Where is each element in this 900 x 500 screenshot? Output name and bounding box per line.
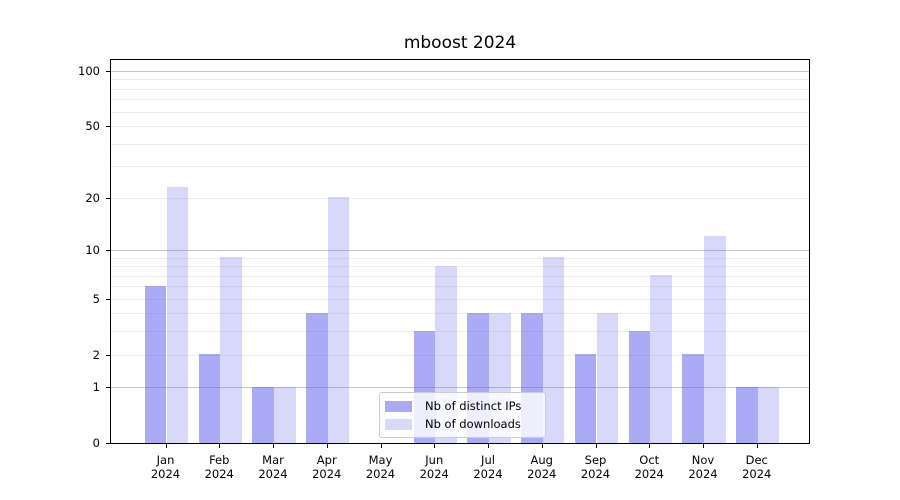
x-tick-label-sep: Sep 2024 [580,453,611,481]
gridline-minor [111,166,809,168]
gridline-major [111,387,809,389]
x-tick-mark [219,444,221,448]
y-tick-label-2: 2 [92,347,100,362]
gridline-minor [111,143,809,145]
gridline-minor [111,111,809,113]
bar-distinct-ips-mar [252,387,274,443]
x-tick-mark [703,444,704,448]
legend-entry-distinct-ips: Nb of distinct IPs [385,399,540,413]
bar-downloads-oct [650,275,672,443]
x-tick-label-dec: Dec 2024 [742,453,772,481]
x-tick-label-oct: Oct 2024 [634,453,664,481]
gridline-minor [111,88,809,90]
x-tick-mark [488,444,489,448]
y-tick-mark [106,443,110,445]
bar-downloads-apr [327,197,350,443]
bar-downloads-dec [757,387,780,443]
x-tick-label-mar: Mar 2024 [258,453,288,481]
gridline-minor [111,257,809,259]
gridline-minor [111,126,809,128]
y-tick-mark [106,70,110,72]
x-tick-label-jan: Jan 2024 [150,453,181,481]
y-tick-label-10: 10 [85,242,100,257]
x-tick-mark [756,444,758,448]
y-tick-label-100: 100 [78,63,100,78]
gridline-minor [111,99,809,101]
y-tick-label-20: 20 [85,190,100,205]
bar-distinct-ips-feb [198,354,221,443]
x-tick-label-feb: Feb 2024 [204,453,234,481]
gridline-minor [111,313,809,315]
x-tick-mark [273,444,274,448]
bar-downloads-sep [596,313,619,443]
bar-downloads-aug [542,257,565,443]
x-tick-mark [541,444,543,448]
x-tick-label-aug: Aug 2024 [527,453,557,481]
bar-distinct-ips-sep [574,354,597,443]
x-tick-mark [326,444,328,448]
chart-title: mboost 2024 [403,33,517,53]
gridline-minor [111,275,809,277]
x-tick-mark [434,444,436,448]
gridline-minor [111,331,809,333]
plot-area [110,59,810,444]
legend-swatch-distinct-ips [385,400,412,412]
x-tick-mark [649,444,651,448]
x-tick-mark [165,444,167,448]
bar-distinct-ips-nov [682,354,704,443]
gridline-minor [111,298,809,300]
y-tick-mark [106,354,110,356]
bar-distinct-ips-dec [736,387,758,443]
bar-distinct-ips-apr [306,313,328,443]
bar-downloads-feb [220,257,242,443]
gridline-minor [111,79,809,81]
y-tick-mark [106,197,110,199]
y-tick-mark [106,387,110,389]
gridline-major [111,249,809,251]
y-tick-label-5: 5 [92,291,100,306]
legend: Nb of distinct IPs Nb of downloads [379,392,546,438]
legend-entry-downloads: Nb of downloads [385,417,540,431]
bar-downloads-mar [274,387,296,443]
x-tick-label-jul: Jul 2024 [473,453,503,481]
x-tick-label-apr: Apr 2024 [312,453,342,481]
legend-swatch-downloads [385,418,412,430]
x-tick-label-may: May 2024 [365,453,396,481]
x-tick-label-nov: Nov 2024 [688,453,718,481]
bar-distinct-ips-oct [628,331,651,443]
gridline-minor [111,286,809,288]
legend-label-downloads: Nb of downloads [425,417,521,431]
gridline-minor [111,266,809,268]
gridline-major [111,70,809,72]
y-tick-label-50: 50 [85,119,100,134]
bar-downloads-nov [704,236,726,443]
x-tick-mark [595,444,597,448]
y-tick-mark [106,249,110,251]
y-tick-label-1: 1 [92,380,100,395]
bar-distinct-ips-jan [144,286,167,443]
y-tick-mark [106,298,110,300]
y-tick-label-0: 0 [92,436,100,451]
x-tick-mark [380,444,382,448]
x-tick-label-jun: Jun 2024 [419,453,449,481]
gridline-minor [111,354,809,356]
bar-downloads-jan [166,186,189,443]
legend-label-distinct-ips: Nb of distinct IPs [425,399,522,413]
y-tick-mark [106,126,110,128]
gridline-minor [111,197,809,199]
